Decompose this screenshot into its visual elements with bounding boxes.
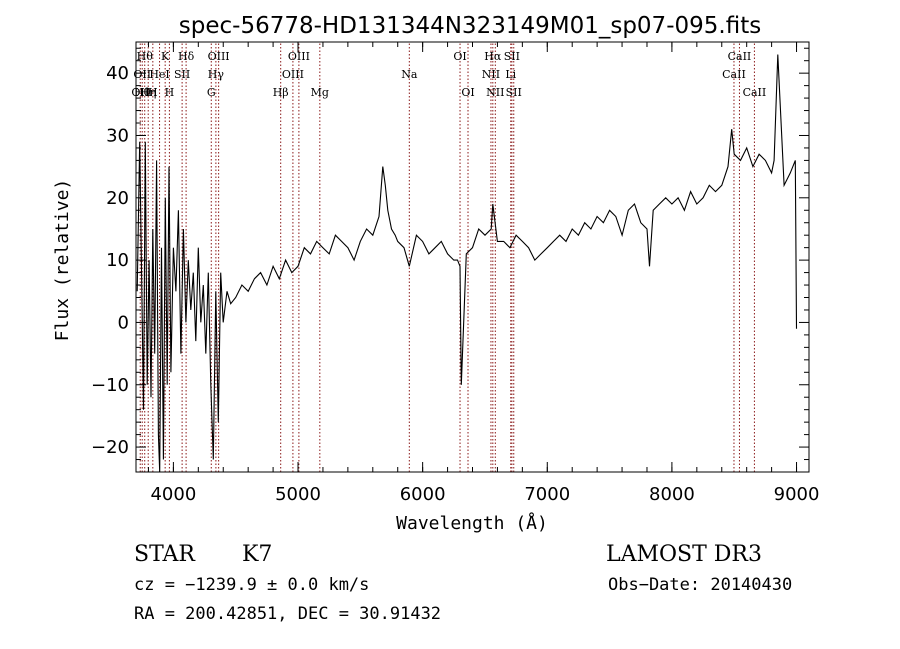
line-marker-label: SII <box>506 86 522 99</box>
x-axis: 4000 5000 6000 7000 8000 9000 <box>147 42 820 505</box>
line-marker-label: HeI <box>149 68 169 81</box>
x-tick-label: 4000 <box>150 484 196 505</box>
line-marker-label: Hθ <box>137 50 154 63</box>
line-marker-label: Hγ <box>208 68 225 81</box>
x-tick-label: 5000 <box>275 484 321 505</box>
line-marker-label: Hβ <box>273 86 289 99</box>
x-tick-label: 7000 <box>524 484 570 505</box>
x-tick-label: 9000 <box>774 484 820 505</box>
object-subclass: K7 <box>242 542 272 567</box>
line-marker-label: OIII <box>208 50 230 63</box>
line-marker-label: CaII <box>728 50 752 63</box>
y-tick-label: −10 <box>91 375 129 396</box>
line-marker-label: OIII <box>282 68 304 81</box>
line-marker-label: K <box>161 50 170 63</box>
line-marker-label: H <box>148 86 158 99</box>
line-marker-label: OII <box>133 68 151 81</box>
observation-date: Obs−Date: 20140430 <box>608 575 792 595</box>
line-marker-label: OIII <box>288 50 310 63</box>
y-axis-label: Flux (relative) <box>52 179 73 342</box>
line-marker-label: Li <box>505 68 516 81</box>
x-tick-label: 6000 <box>400 484 446 505</box>
spectrum-series-line <box>136 54 798 472</box>
y-tick-label: 40 <box>106 63 129 84</box>
line-marker-label: Hδ <box>178 50 195 63</box>
line-marker-label: SII <box>174 68 190 81</box>
x-tick-label: 8000 <box>649 484 695 505</box>
chart-title: spec-56778-HD131344N323149M01_sp07-095.f… <box>179 13 761 39</box>
line-marker-label: G <box>207 86 216 99</box>
line-marker-label: CaII <box>743 86 767 99</box>
line-marker-label: NII <box>486 86 504 99</box>
line-marker-label: SII <box>504 50 520 63</box>
y-axis: −20 −10 0 10 20 30 40 <box>91 47 809 461</box>
line-marker-label: H <box>165 86 175 99</box>
spectral-line-markers <box>139 42 755 472</box>
x-axis-label: Wavelength (Å) <box>396 512 548 534</box>
y-tick-label: 0 <box>118 312 129 333</box>
y-tick-label: 30 <box>106 125 129 146</box>
line-marker-label: Na <box>401 68 418 81</box>
plot-frame <box>135 41 810 473</box>
line-marker-label: Hθ <box>134 86 151 99</box>
object-type: STAR <box>134 542 196 567</box>
y-tick-label: 20 <box>106 188 129 209</box>
line-marker-label: Mg <box>311 86 329 99</box>
spectral-line-labels: OIIOIIHθHθHηHHeIKHSIIHδGHγOIIIHβOIIIOIII… <box>131 50 766 99</box>
line-marker-label: OI <box>453 50 466 63</box>
y-tick-label: 10 <box>106 250 129 271</box>
line-marker-label: Hα <box>484 50 502 63</box>
survey-name: LAMOST DR3 <box>606 542 762 567</box>
line-marker-label: OI <box>461 86 474 99</box>
line-marker-label: Hη <box>140 86 156 99</box>
y-tick-label: −20 <box>91 437 129 458</box>
redshift-line: cz = −1239.9 ± 0.0 km/s <box>134 575 369 595</box>
line-marker-label: CaII <box>722 68 746 81</box>
line-marker-label: NII <box>482 68 500 81</box>
coordinates-line: RA = 200.42851, DEC = 30.91432 <box>134 604 441 624</box>
